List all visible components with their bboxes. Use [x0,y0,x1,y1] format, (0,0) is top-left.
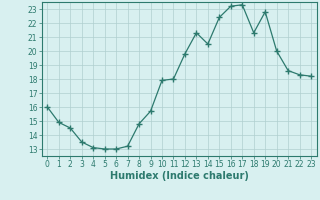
X-axis label: Humidex (Indice chaleur): Humidex (Indice chaleur) [110,171,249,181]
